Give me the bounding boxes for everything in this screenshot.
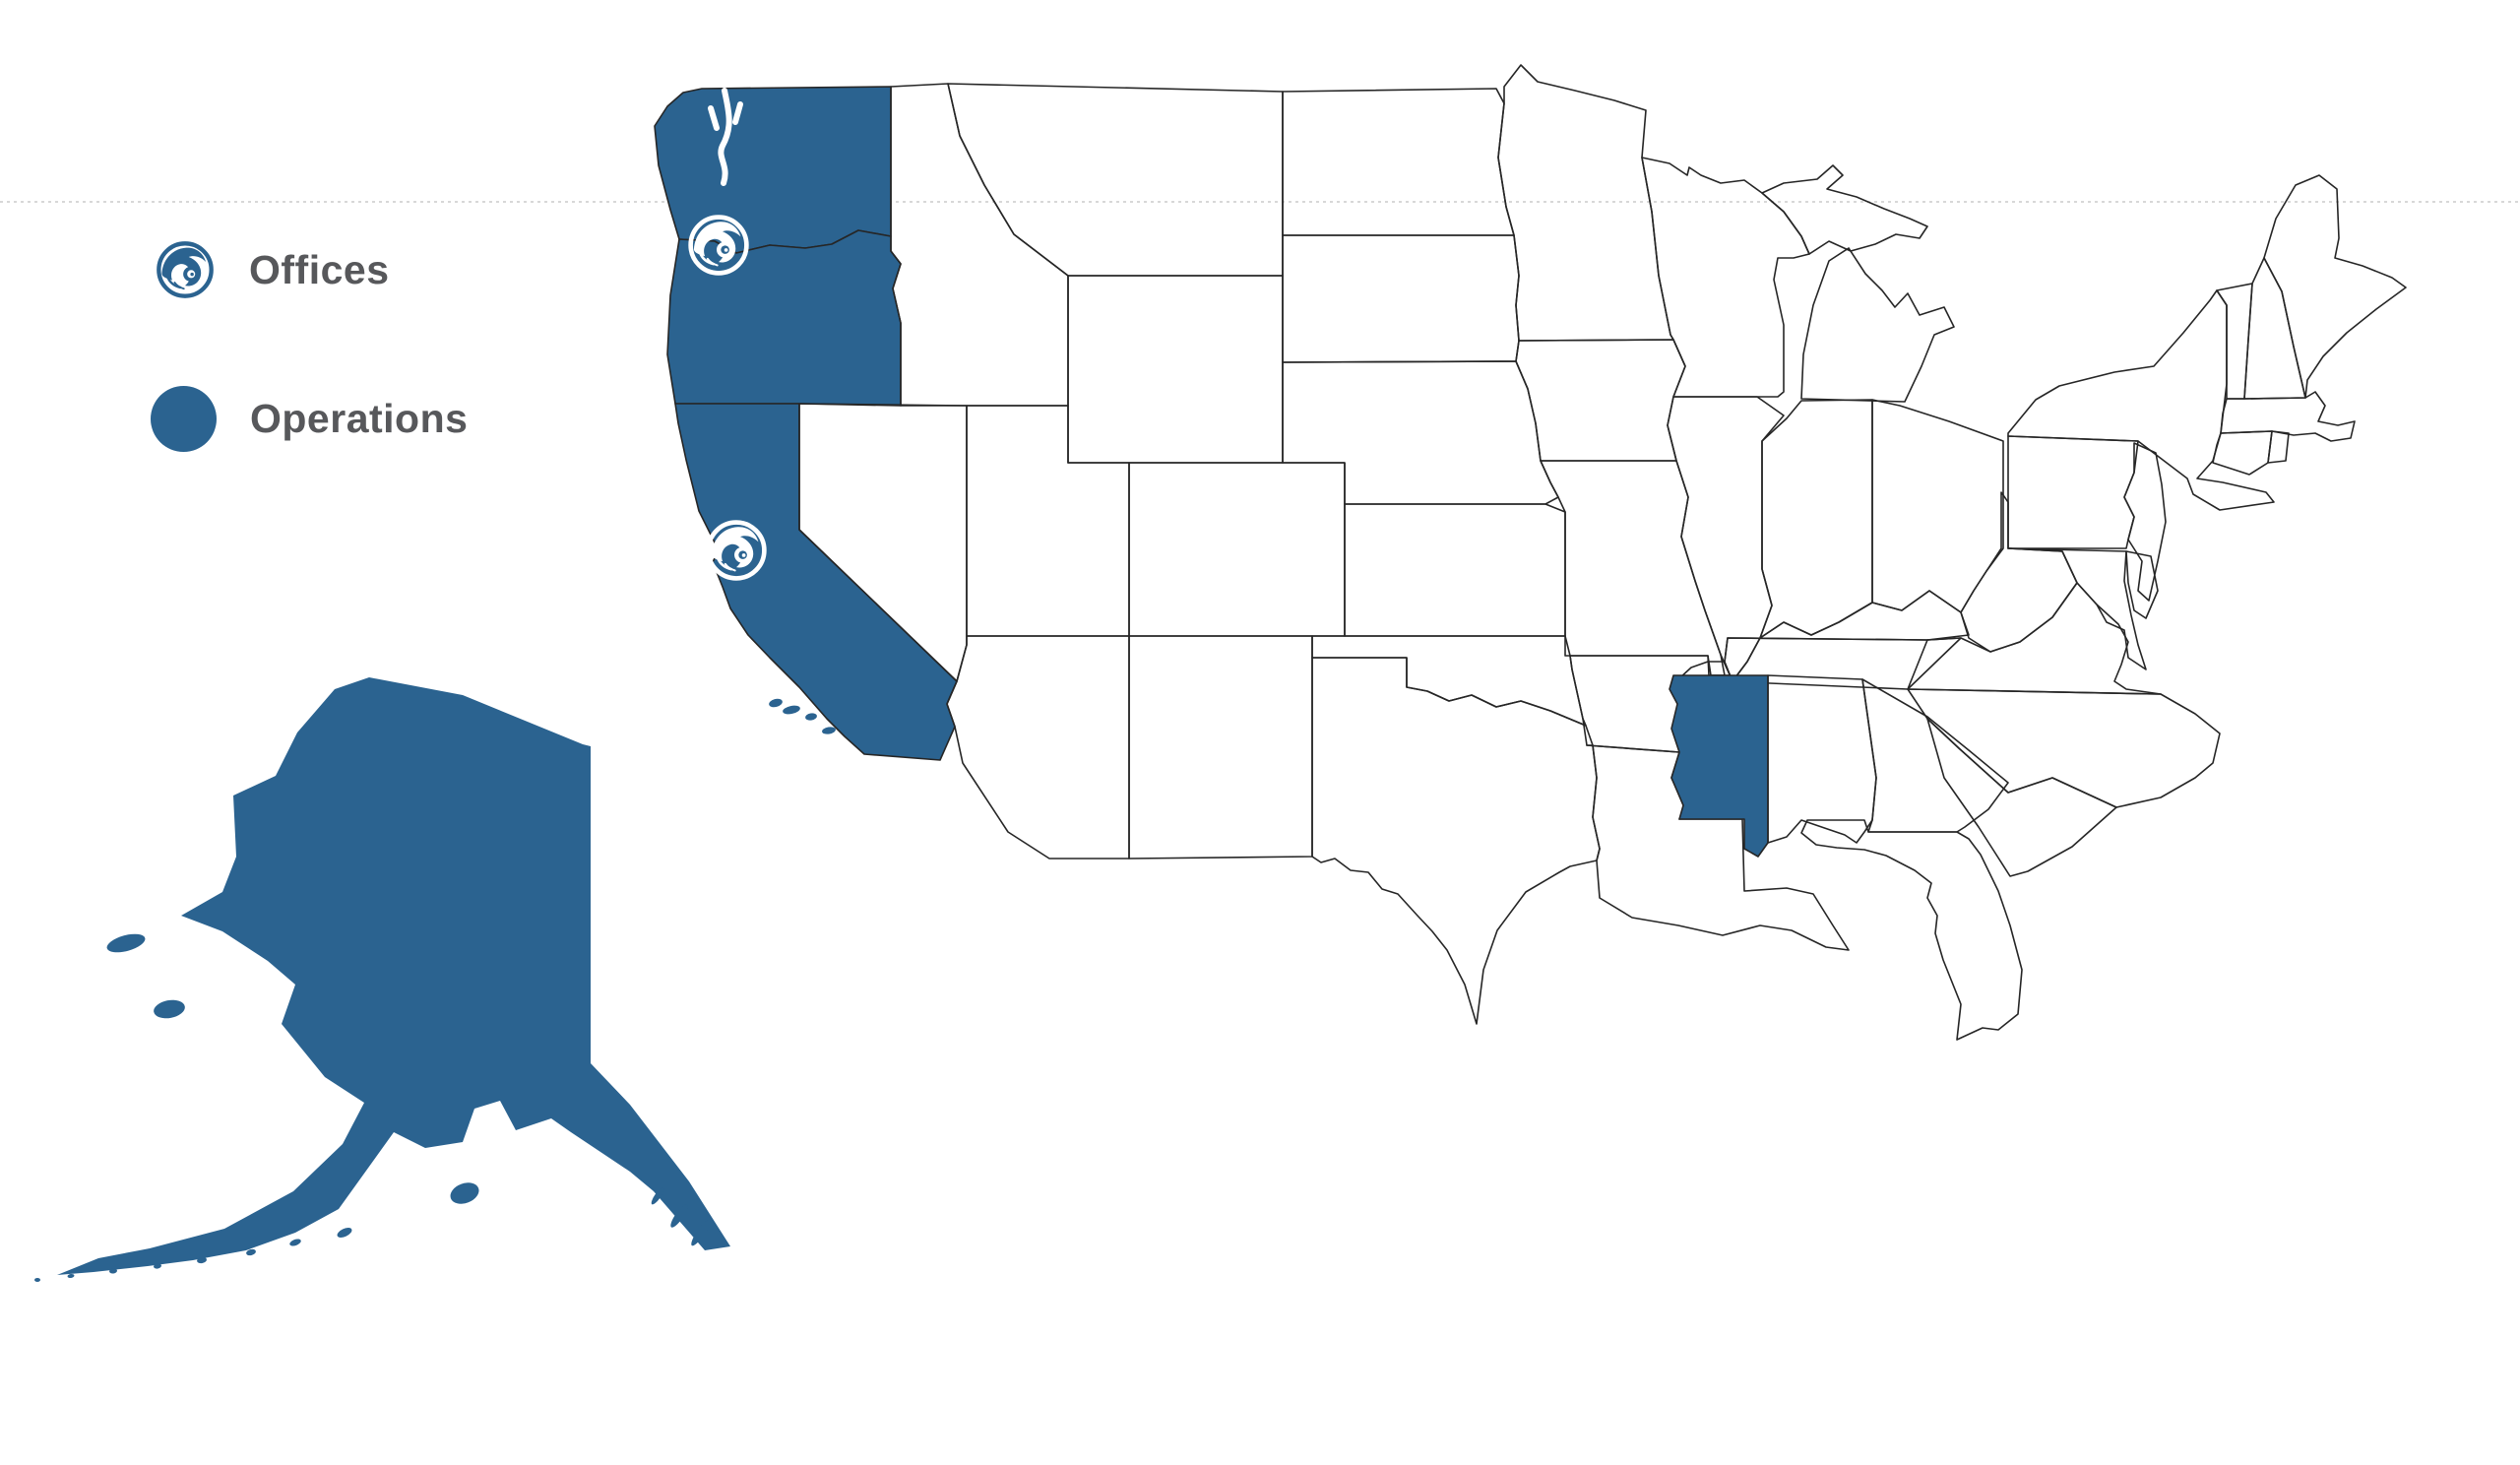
alaska-island (154, 1263, 161, 1269)
state-mississippi (1669, 674, 1769, 858)
state-idaho (890, 83, 1069, 407)
california-channel-island (769, 698, 783, 708)
state-maine (2263, 174, 2407, 399)
state-connecticut (2212, 430, 2273, 476)
state-rhode-island (2267, 430, 2290, 464)
state-indiana (1759, 399, 1873, 639)
state-missouri (1540, 460, 1726, 676)
alaska-panhandle-island (651, 1187, 664, 1205)
state-new-jersey (2123, 442, 2167, 602)
state-washington (654, 86, 892, 254)
alaska-island (109, 1268, 117, 1274)
alaska-island (34, 1278, 40, 1282)
state-wisconsin (1641, 157, 1810, 398)
alaska-panhandle-island (670, 1204, 688, 1228)
puget-sound-detail (708, 88, 743, 186)
state-california (674, 403, 958, 761)
state-north-dakota (1282, 88, 1515, 236)
state-new-york (2007, 289, 2275, 511)
state-alaska (57, 677, 730, 1275)
legend-offices-label: Offices (249, 246, 390, 292)
alaska-island (154, 999, 185, 1019)
state-florida (1800, 819, 2023, 1041)
state-montana (947, 83, 1284, 277)
state-vermont (2216, 283, 2253, 400)
california-channel-island (805, 713, 817, 721)
alaska-island (197, 1256, 207, 1264)
state-south-carolina (1926, 718, 2117, 877)
alaska-island (106, 933, 146, 953)
legend-item-operations: Operations (151, 386, 468, 452)
state-delaware (2125, 550, 2159, 619)
state-wyoming (1067, 275, 1284, 464)
state-nebraska (1282, 360, 1559, 505)
state-maryland (2007, 547, 2147, 670)
alaska-island (67, 1273, 75, 1279)
alaska-island (246, 1248, 256, 1256)
state-ohio (1871, 399, 2004, 613)
alaska-island (337, 1228, 352, 1238)
state-michigan-upper-peninsula (1761, 164, 1928, 255)
state-new-mexico (1128, 635, 1313, 860)
state-pennsylvania (2007, 435, 2139, 549)
state-arizona (946, 635, 1130, 860)
legend-item-offices: Offices (155, 239, 390, 300)
state-kansas (1344, 503, 1566, 637)
offices-wave-icon (155, 239, 216, 300)
state-texas (1311, 657, 1601, 1025)
state-georgia (1861, 678, 2009, 833)
state-oklahoma (1311, 635, 1587, 727)
state-colorado (1128, 462, 1346, 637)
state-michigan (1800, 247, 1955, 403)
alaska-panhandle-island (691, 1219, 711, 1246)
state-south-dakota (1282, 234, 1520, 363)
legend-operations-label: Operations (250, 396, 469, 441)
state-massachusetts (2220, 391, 2356, 442)
state-north-carolina (1907, 688, 2221, 808)
state-west-virginia (1960, 491, 2078, 653)
operations-circle-icon (151, 386, 217, 452)
california-channel-island (822, 727, 836, 734)
state-utah (966, 405, 1130, 637)
alaska-island (289, 1239, 301, 1246)
state-virginia (1907, 582, 2162, 695)
state-iowa (1515, 339, 1686, 462)
california-channel-island (783, 705, 800, 715)
state-alabama (1767, 674, 1877, 844)
alaska-island (450, 1182, 479, 1204)
